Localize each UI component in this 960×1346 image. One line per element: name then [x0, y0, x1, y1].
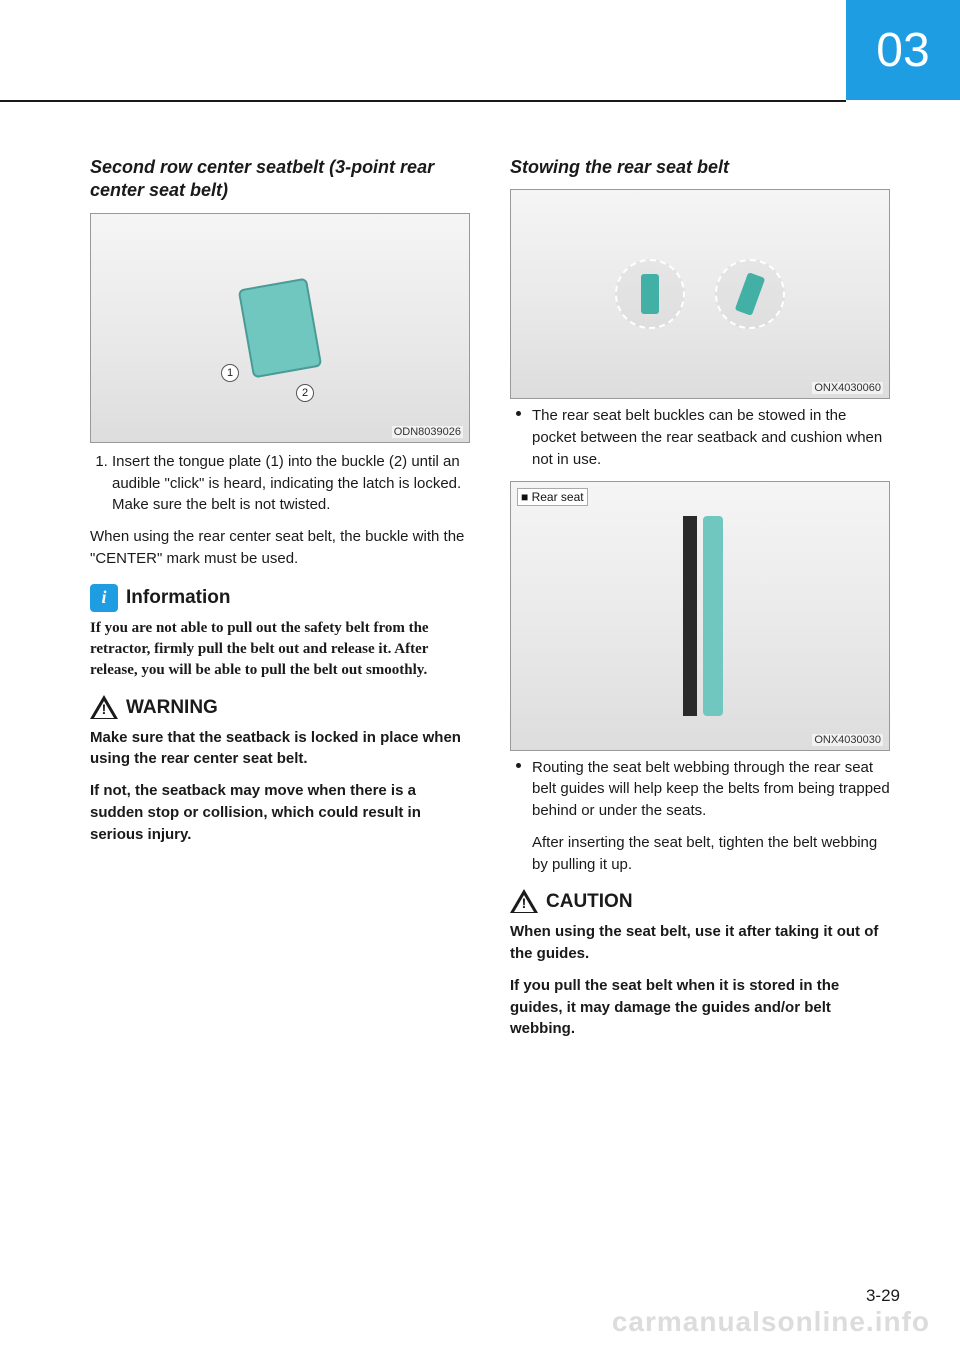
warning-body-1: Make sure that the seatback is locked in…	[90, 727, 470, 771]
info-icon: i	[90, 584, 118, 612]
caution-callout: ! CAUTION	[510, 889, 890, 915]
bullet-1-text: The rear seat belt buckles can be stowed…	[532, 405, 890, 470]
warning-icon: !	[90, 695, 118, 721]
bullet-2: Routing the seat belt webbing through th…	[516, 757, 890, 822]
right-heading: Stowing the rear seat belt	[510, 156, 890, 179]
caution-icon: !	[510, 889, 538, 915]
warning-title: WARNING	[126, 697, 218, 719]
information-callout: i Information	[90, 584, 470, 612]
figure-stow-pockets: ONX4030060	[510, 189, 890, 399]
after-bullet-2: After inserting the seat belt, tighten t…	[532, 832, 890, 876]
warning-callout: ! WARNING	[90, 695, 470, 721]
center-buckle-note: When using the rear center seat belt, th…	[90, 526, 470, 570]
figure-code: ONX4030060	[812, 382, 883, 394]
page-number: 3-29	[866, 1286, 900, 1306]
step-1: Insert the tongue plate (1) into the buc…	[112, 451, 470, 516]
stow-shape-graphic	[600, 249, 800, 339]
left-column: Second row center seatbelt (3-point rear…	[90, 156, 470, 1050]
figure-seatbelt-buckle: 1 2 ODN8039026	[90, 213, 470, 443]
left-heading: Second row center seatbelt (3-point rear…	[90, 156, 470, 203]
step-list: Insert the tongue plate (1) into the buc…	[112, 451, 470, 516]
information-body: If you are not able to pull out the safe…	[90, 618, 470, 681]
caution-title: CAUTION	[546, 891, 633, 913]
bullet-dot-icon	[516, 757, 522, 822]
buckle-shape-graphic	[238, 277, 323, 378]
bullet-dot-icon	[516, 405, 522, 470]
bullet-2-text: Routing the seat belt webbing through th…	[532, 757, 890, 822]
information-title: Information	[126, 587, 231, 609]
caution-body-2: If you pull the seat belt when it is sto…	[510, 975, 890, 1040]
callout-badge-1: 1	[221, 364, 239, 382]
watermark: carmanualsonline.info	[612, 1306, 930, 1338]
figure-rear-seat-guide: ■ Rear seat ONX4030030	[510, 481, 890, 751]
right-column: Stowing the rear seat belt ONX4030060 Th…	[510, 156, 890, 1050]
warning-body-2: If not, the seatback may move when there…	[90, 780, 470, 845]
chapter-number: 03	[876, 23, 929, 78]
figure-code: ONX4030030	[812, 734, 883, 746]
header-rule	[0, 100, 846, 102]
figure-label: ■ Rear seat	[517, 488, 588, 506]
pillar-shape-graphic	[677, 516, 723, 716]
caution-body-1: When using the seat belt, use it after t…	[510, 921, 890, 965]
content-columns: Second row center seatbelt (3-point rear…	[90, 156, 890, 1050]
bullet-1: The rear seat belt buckles can be stowed…	[516, 405, 890, 470]
figure-code: ODN8039026	[392, 426, 463, 438]
chapter-tab: 03	[846, 0, 960, 100]
manual-page: 03 Second row center seatbelt (3-point r…	[0, 0, 960, 1346]
callout-badge-2: 2	[296, 384, 314, 402]
